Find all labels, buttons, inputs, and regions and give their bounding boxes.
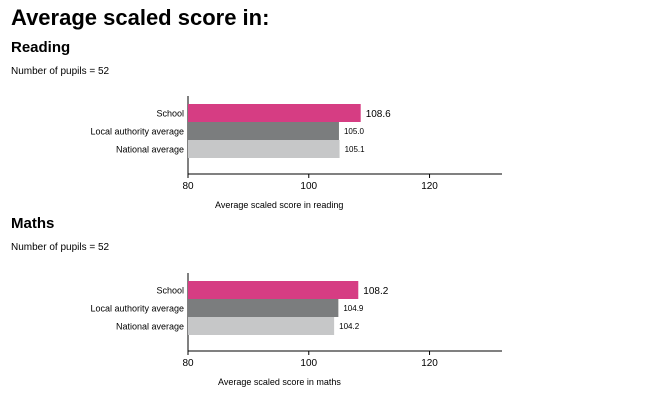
category-label: Local authority average — [90, 304, 184, 314]
x-tick-label: 120 — [421, 358, 438, 369]
category-label: National average — [116, 322, 184, 332]
bar-national-average — [188, 140, 340, 158]
category-label: Local authority average — [90, 127, 184, 137]
x-tick-label: 100 — [300, 358, 317, 369]
x-axis-title: Average scaled score in reading — [215, 200, 343, 210]
category-label: School — [156, 286, 184, 296]
category-label: School — [156, 109, 184, 119]
reading-chart: School 108.6 Local authority average 105.0 N… — [90, 96, 502, 210]
value-label: 104.9 — [343, 304, 364, 313]
bar-school — [188, 281, 359, 299]
bar-national-average — [188, 317, 335, 335]
maths-section-title: Maths — [11, 215, 55, 232]
maths-pupil-count: Number of pupils = 52 — [11, 242, 110, 253]
maths-chart: School 108.2 Local authority average 104.9 N… — [90, 273, 502, 387]
value-label: 105.1 — [345, 145, 366, 154]
value-label: 104.2 — [339, 322, 360, 331]
bar-local-authority-average — [188, 299, 339, 317]
page-title: Average scaled score in: — [11, 5, 270, 30]
x-tick-label: 120 — [421, 181, 438, 192]
value-label: 108.6 — [366, 109, 391, 120]
reading-pupil-count: Number of pupils = 52 — [11, 66, 110, 77]
value-label: 108.2 — [363, 286, 388, 297]
value-label: 105.0 — [344, 127, 365, 136]
x-axis-title: Average scaled score in maths — [218, 377, 341, 387]
x-tick-label: 80 — [182, 181, 194, 192]
bar-local-authority-average — [188, 122, 339, 140]
x-tick-label: 100 — [300, 181, 317, 192]
category-label: National average — [116, 145, 184, 155]
bar-school — [188, 104, 361, 122]
x-tick-label: 80 — [182, 358, 194, 369]
reading-section-title: Reading — [11, 39, 71, 56]
